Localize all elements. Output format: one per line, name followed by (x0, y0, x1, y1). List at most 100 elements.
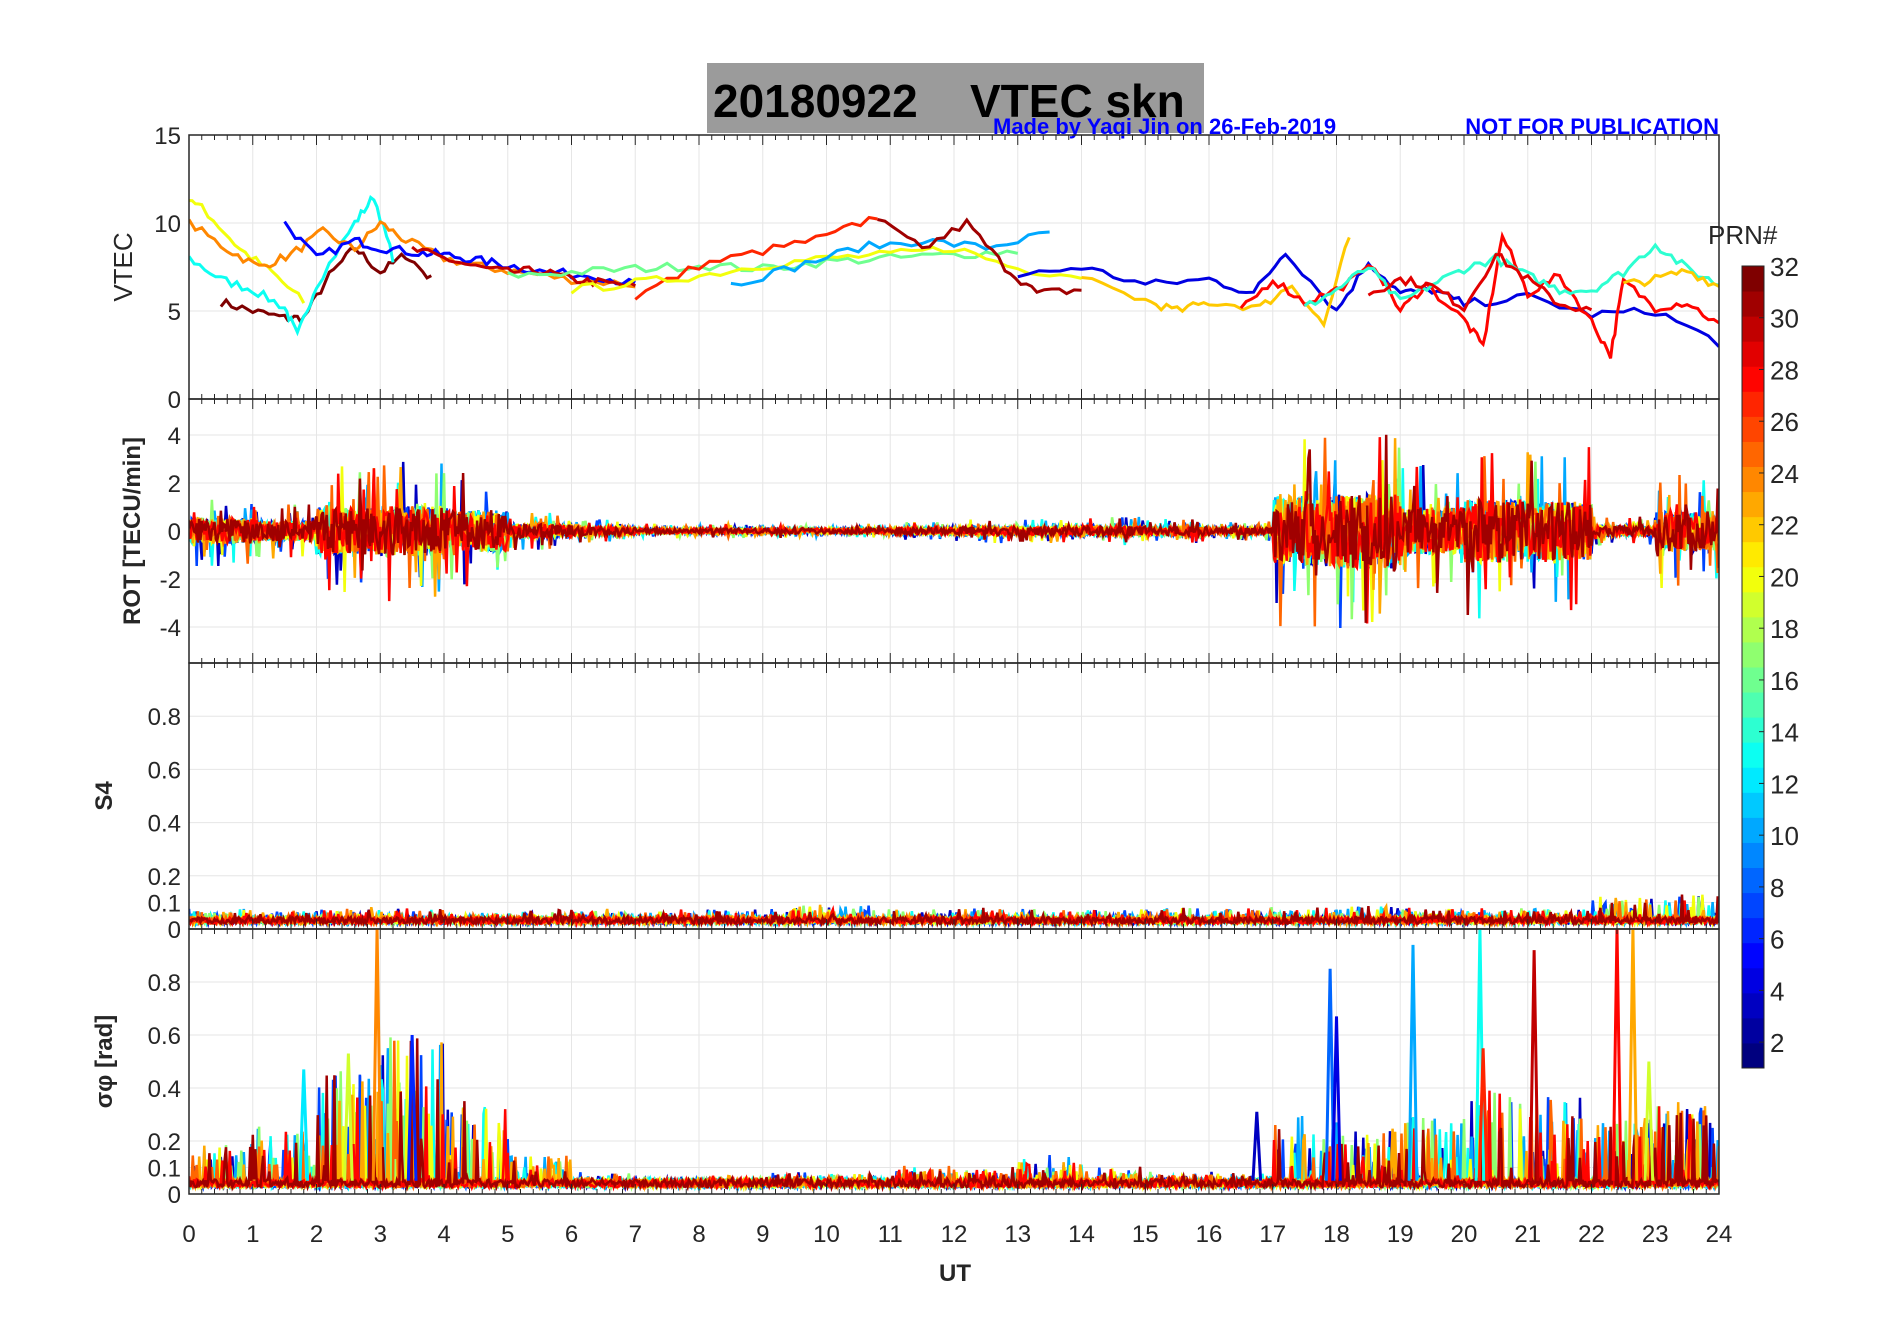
vtec-line-prn-5 (283, 220, 636, 286)
vtec-line-prn-22 (1622, 267, 1719, 288)
y-tick-label: 0.1 (148, 1156, 181, 1183)
colorbar-tick-label: 20 (1770, 562, 1799, 592)
y-tick-label: 0.6 (148, 1023, 181, 1050)
panel-0: 0 5 10 15 VTEC (108, 123, 1720, 414)
colorbar-swatch (1742, 742, 1764, 768)
x-tick-label: 12 (941, 1221, 968, 1248)
vtec-line-prn-32 (219, 247, 432, 326)
vtec-line-prn-27 (634, 215, 878, 301)
y-axis-label: S4 (91, 781, 118, 811)
y-tick-label: 0.2 (148, 1129, 181, 1156)
colorbar-swatch (1742, 717, 1764, 743)
colorbar-tick-label: 12 (1770, 769, 1799, 799)
colorbar-swatch (1742, 917, 1764, 944)
colorbar-swatch (1742, 616, 1764, 643)
sigma-spike (1477, 1048, 1489, 1181)
y-tick-label: 10 (154, 211, 181, 238)
colorbar-swatch (1742, 316, 1764, 342)
colorbar-swatch (1742, 391, 1764, 417)
vtec-line-prn-22 (1081, 236, 1351, 329)
x-tick-label: 6 (565, 1221, 578, 1248)
title-text: VTEC skn (970, 75, 1185, 127)
y-tick-label: 0 (168, 519, 181, 546)
x-tick-label: 7 (629, 1221, 642, 1248)
colorbar-swatch (1742, 516, 1764, 543)
colorbar-swatch (1742, 667, 1764, 693)
colorbar-swatch (1742, 692, 1764, 718)
x-tick-label: 4 (437, 1221, 450, 1248)
x-tick-label: 2 (310, 1221, 323, 1248)
colorbar-swatch (1742, 1042, 1764, 1069)
x-tick-label: 10 (813, 1221, 840, 1248)
y-tick-label: 2 (168, 471, 181, 498)
y-tick-label: 0 (168, 387, 181, 414)
colorbar-swatch (1742, 892, 1764, 919)
x-tick-label: 0 (182, 1221, 195, 1248)
x-tick-label: 17 (1259, 1221, 1286, 1248)
colorbar-swatch (1742, 441, 1764, 467)
colorbar-tick-label: 2 (1770, 1028, 1784, 1058)
y-tick-label: 0 (168, 1182, 181, 1209)
sigma-spike (343, 1053, 354, 1181)
y-tick-label: 0.4 (148, 811, 181, 838)
colorbar-frame (1741, 265, 1765, 1069)
x-tick-label: 13 (1004, 1221, 1031, 1248)
vtec-line-prn-13 (189, 195, 395, 337)
y-tick-label: 0.8 (148, 970, 181, 997)
y-tick-label: 4 (168, 423, 181, 450)
x-tick-label: 20 (1451, 1221, 1478, 1248)
colorbar-swatch (1742, 641, 1764, 668)
x-tick-label: 18 (1323, 1221, 1350, 1248)
sigma-spike (1251, 1111, 1263, 1181)
colorbar-label: PRN# (1708, 220, 1778, 250)
colorbar-swatch (1742, 466, 1764, 493)
colorbar-swatch (1742, 942, 1764, 969)
x-tick-label: 9 (756, 1221, 769, 1248)
colorbar-tick-label: 16 (1770, 666, 1799, 696)
y-axis-label: ROT [TECU/min] (119, 437, 146, 625)
colorbar-tick-label: 26 (1770, 407, 1799, 437)
colorbar-tick-label: 30 (1770, 304, 1799, 334)
vtec-line-prn-16 (507, 249, 1019, 279)
colorbar-tick-label: 10 (1770, 821, 1799, 851)
title-date: 20180922 (713, 75, 918, 127)
y-axis-label: σφ [rad] (91, 1015, 118, 1109)
colorbar-swatch (1742, 842, 1764, 868)
x-tick-label: 24 (1706, 1221, 1733, 1248)
colorbar-swatch (1742, 341, 1764, 367)
x-tick-label: 8 (692, 1221, 705, 1248)
colorbar-swatch (1742, 767, 1764, 793)
y-tick-label: 15 (154, 123, 181, 150)
x-tick-label: 16 (1196, 1221, 1223, 1248)
marks (189, 195, 1719, 359)
vtec-line-prn-24 (189, 218, 636, 289)
colorbar-swatch (1742, 817, 1764, 843)
axes-frame (188, 928, 1720, 1195)
x-tick-label: 21 (1514, 1221, 1541, 1248)
y-axis-label: VTEC (108, 232, 138, 301)
y-tick-label: 0.4 (148, 1076, 181, 1103)
colorbar-swatch (1742, 792, 1764, 818)
colorbar-tick-label: 18 (1770, 614, 1799, 644)
series-prn-31 (189, 434, 1719, 623)
panel-2: 00.10.2 0.4 0.6 0.8 S4 (91, 662, 1720, 944)
colorbar-tick-label: 32 (1770, 252, 1799, 282)
sigma-spike (1528, 950, 1540, 1181)
vtec-line-prn-29 (1367, 253, 1593, 313)
x-axis-label: UT (939, 1260, 971, 1287)
colorbar-tick-label: 8 (1770, 873, 1784, 903)
colorbar-swatch (1742, 967, 1764, 994)
colorbar-tick-label: 24 (1770, 459, 1799, 489)
y-tick-label: 0 (168, 917, 181, 944)
y-tick-label: 0.2 (148, 864, 181, 891)
colorbar-swatch (1742, 266, 1764, 292)
x-tick-label: 3 (374, 1221, 387, 1248)
colorbar-swatch (1742, 566, 1764, 593)
vtec-line-prn-10 (730, 230, 1050, 287)
vtec-line-prn-30 (411, 245, 637, 288)
sigma-spike (1627, 929, 1639, 1181)
sigma-spike (1324, 968, 1336, 1181)
y-tick-label: 5 (168, 299, 181, 326)
